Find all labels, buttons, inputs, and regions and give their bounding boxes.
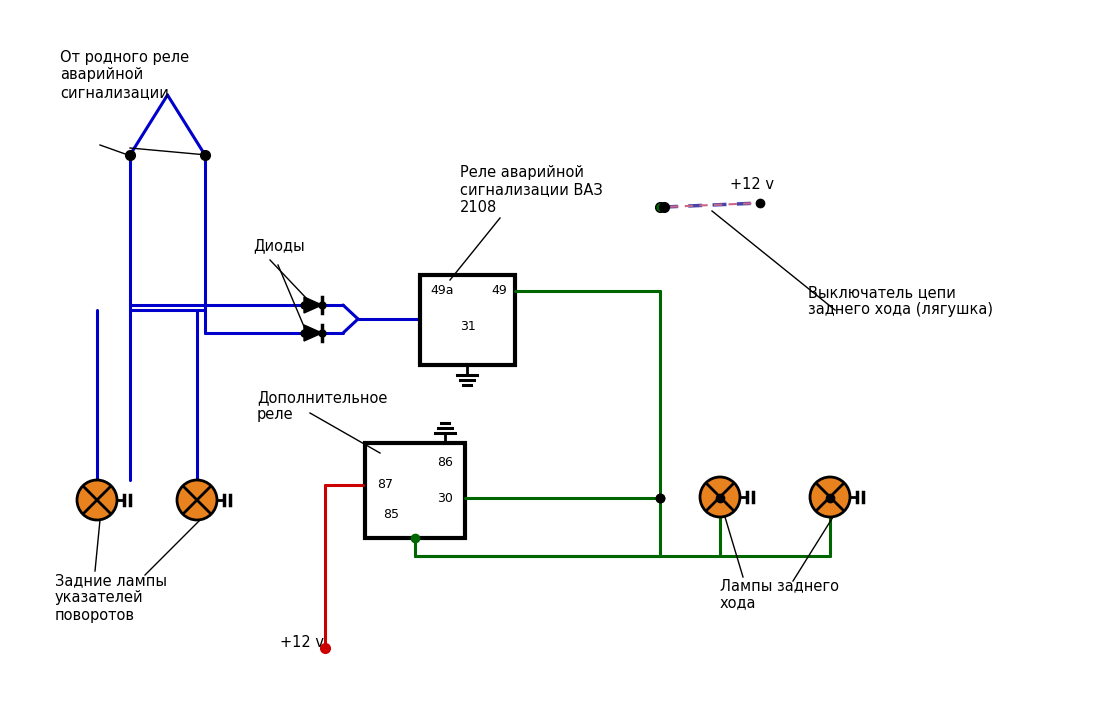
Text: +12 v: +12 v xyxy=(280,635,324,650)
Text: 86: 86 xyxy=(438,456,453,469)
Text: 87: 87 xyxy=(377,479,393,492)
Text: 30: 30 xyxy=(438,492,453,505)
Polygon shape xyxy=(304,325,322,341)
Text: Задние лампы
указателей
поворотов: Задние лампы указателей поворотов xyxy=(55,573,167,623)
Circle shape xyxy=(177,480,217,520)
Circle shape xyxy=(700,477,740,517)
Bar xyxy=(365,443,465,538)
Text: 49a: 49a xyxy=(430,285,454,298)
Circle shape xyxy=(810,477,850,517)
Text: Дополнительное
реле: Дополнительное реле xyxy=(257,390,387,423)
Text: 31: 31 xyxy=(459,321,476,334)
Text: Выключатель цепи
заднего хода (лягушка): Выключатель цепи заднего хода (лягушка) xyxy=(808,285,993,317)
Text: 85: 85 xyxy=(383,508,399,521)
Text: Реле аварийной
сигнализации ВАЗ
2108: Реле аварийной сигнализации ВАЗ 2108 xyxy=(459,165,603,215)
Text: +12 v: +12 v xyxy=(730,177,773,192)
Text: Диоды: Диоды xyxy=(253,238,304,253)
Polygon shape xyxy=(304,297,322,313)
Text: Лампы заднего
хода: Лампы заднего хода xyxy=(720,578,839,611)
Text: От родного реле
аварийной
сигнализации: От родного реле аварийной сигнализации xyxy=(60,50,189,99)
Circle shape xyxy=(77,480,117,520)
Text: 49: 49 xyxy=(491,285,507,298)
Bar xyxy=(420,275,515,365)
